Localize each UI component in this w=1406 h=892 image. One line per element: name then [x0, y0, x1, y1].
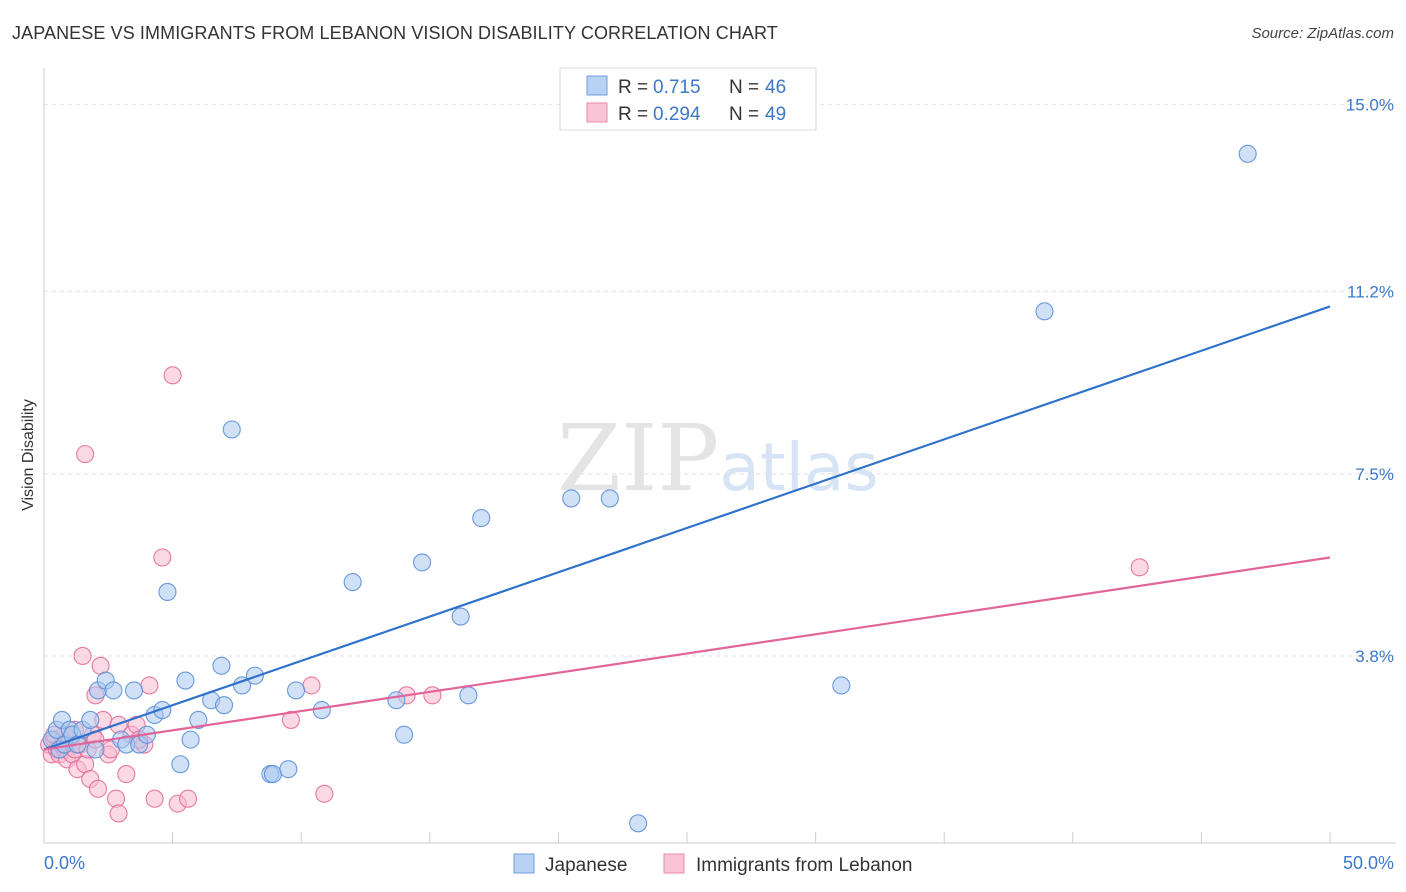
x-ticks	[172, 832, 1331, 843]
lebanon-point-40	[315, 784, 334, 803]
lebanon-point-24	[106, 789, 126, 808]
japanese-point-30	[232, 676, 252, 695]
japanese-point-35	[287, 681, 306, 700]
watermark: ZIPatlas	[557, 405, 879, 512]
japanese-point-24	[181, 730, 200, 749]
japanese-point-33	[263, 765, 282, 784]
legend-swatch-japanese	[586, 75, 608, 96]
legend-n-label-1: N =	[729, 77, 759, 98]
japanese-trend-line	[43, 305, 1331, 751]
bottom-legend-japanese: Japanese	[545, 855, 627, 876]
japanese-point-41	[451, 607, 470, 626]
lebanon-point-33	[153, 548, 172, 567]
japanese-point-28	[214, 696, 234, 715]
y-tick-label-2: 11.2%	[1347, 283, 1394, 302]
gridlines	[44, 104, 1396, 657]
watermark-atlas: atlas	[719, 429, 879, 506]
lebanon-point-32	[145, 789, 164, 808]
legend-swatch-lebanon	[586, 102, 608, 123]
japanese-point-39	[395, 725, 414, 744]
y-tick-labels: 3.8% 7.5% 11.2% 15.0%	[1346, 96, 1394, 666]
japanese-point-22	[171, 755, 190, 774]
legend-n-value-1: 46	[765, 77, 786, 98]
chart-source: Source: ZipAtlas.com	[1251, 25, 1394, 42]
legend-r-value-1: 0.715	[653, 77, 701, 98]
legend-r-label-2: R =	[618, 104, 648, 125]
bottom-swatch-japanese	[513, 853, 535, 874]
bottom-swatch-lebanon	[663, 853, 685, 874]
chart-title: JAPANESE VS IMMIGRANTS FROM LEBANON VISI…	[12, 23, 778, 43]
japanese-point-16	[124, 681, 144, 700]
lebanon-point-36	[178, 789, 198, 808]
y-tick-label-0: 3.8%	[1355, 647, 1394, 666]
series-legend: Japanese Immigrants from Lebanon	[513, 853, 913, 876]
lebanon-point-42	[423, 686, 442, 705]
trend-lines	[43, 305, 1331, 751]
lebanon-point-38	[281, 710, 300, 729]
lebanon-point-43	[1130, 558, 1149, 577]
bottom-legend-lebanon: Immigrants from Lebanon	[696, 855, 913, 876]
japanese-point-25	[189, 710, 208, 729]
japanese-point-27	[212, 656, 231, 675]
japanese-point-44	[562, 489, 581, 508]
lebanon-point-31	[140, 676, 159, 695]
x-tick-label-max: 50.0%	[1343, 853, 1394, 873]
japanese-point-36	[312, 701, 331, 720]
japanese-point-13	[104, 681, 123, 700]
lebanon-trend-line	[43, 556, 1331, 751]
japanese-point-20	[153, 701, 172, 720]
lebanon-point-13	[73, 646, 92, 665]
japanese-point-46	[629, 814, 648, 833]
y-tick-label-3: 15.0%	[1346, 96, 1394, 115]
lebanon-point-19	[88, 779, 108, 798]
lebanon-point-39	[302, 676, 321, 695]
y-tick-label-1: 7.5%	[1355, 465, 1394, 484]
japanese-point-9	[81, 710, 100, 729]
lebanon-point-34	[163, 366, 182, 385]
japanese-point-29	[222, 420, 241, 439]
japanese-point-31	[245, 666, 264, 685]
japanese-point-45	[600, 489, 619, 508]
stats-legend: R = 0.715 N = 46 R = 0.294 N = 49	[559, 67, 817, 131]
japanese-point-48	[1035, 302, 1054, 321]
japanese-point-49	[1238, 144, 1257, 163]
japanese-point-37	[343, 573, 362, 592]
legend-r-value-2: 0.294	[653, 104, 701, 125]
lebanon-point-37	[76, 445, 95, 464]
legend-r-label-1: R =	[618, 77, 648, 98]
japanese-point-23	[176, 671, 195, 690]
legend-n-label-2: N =	[729, 104, 759, 125]
watermark-zip: ZIP	[557, 405, 719, 512]
lebanon-point-27	[117, 765, 136, 784]
japanese-point-42	[459, 686, 478, 705]
japanese-point-38	[387, 691, 406, 710]
japanese-point-40	[413, 553, 432, 572]
japanese-point-43	[472, 509, 491, 528]
japanese-point-21	[158, 582, 177, 601]
japanese-point-34	[279, 760, 298, 779]
japanese-point-47	[832, 676, 851, 695]
y-axis-label: Vision Disability	[20, 399, 37, 511]
lebanon-point-25	[109, 804, 128, 823]
legend-n-value-2: 49	[765, 104, 786, 125]
x-tick-label-min: 0.0%	[44, 853, 85, 873]
